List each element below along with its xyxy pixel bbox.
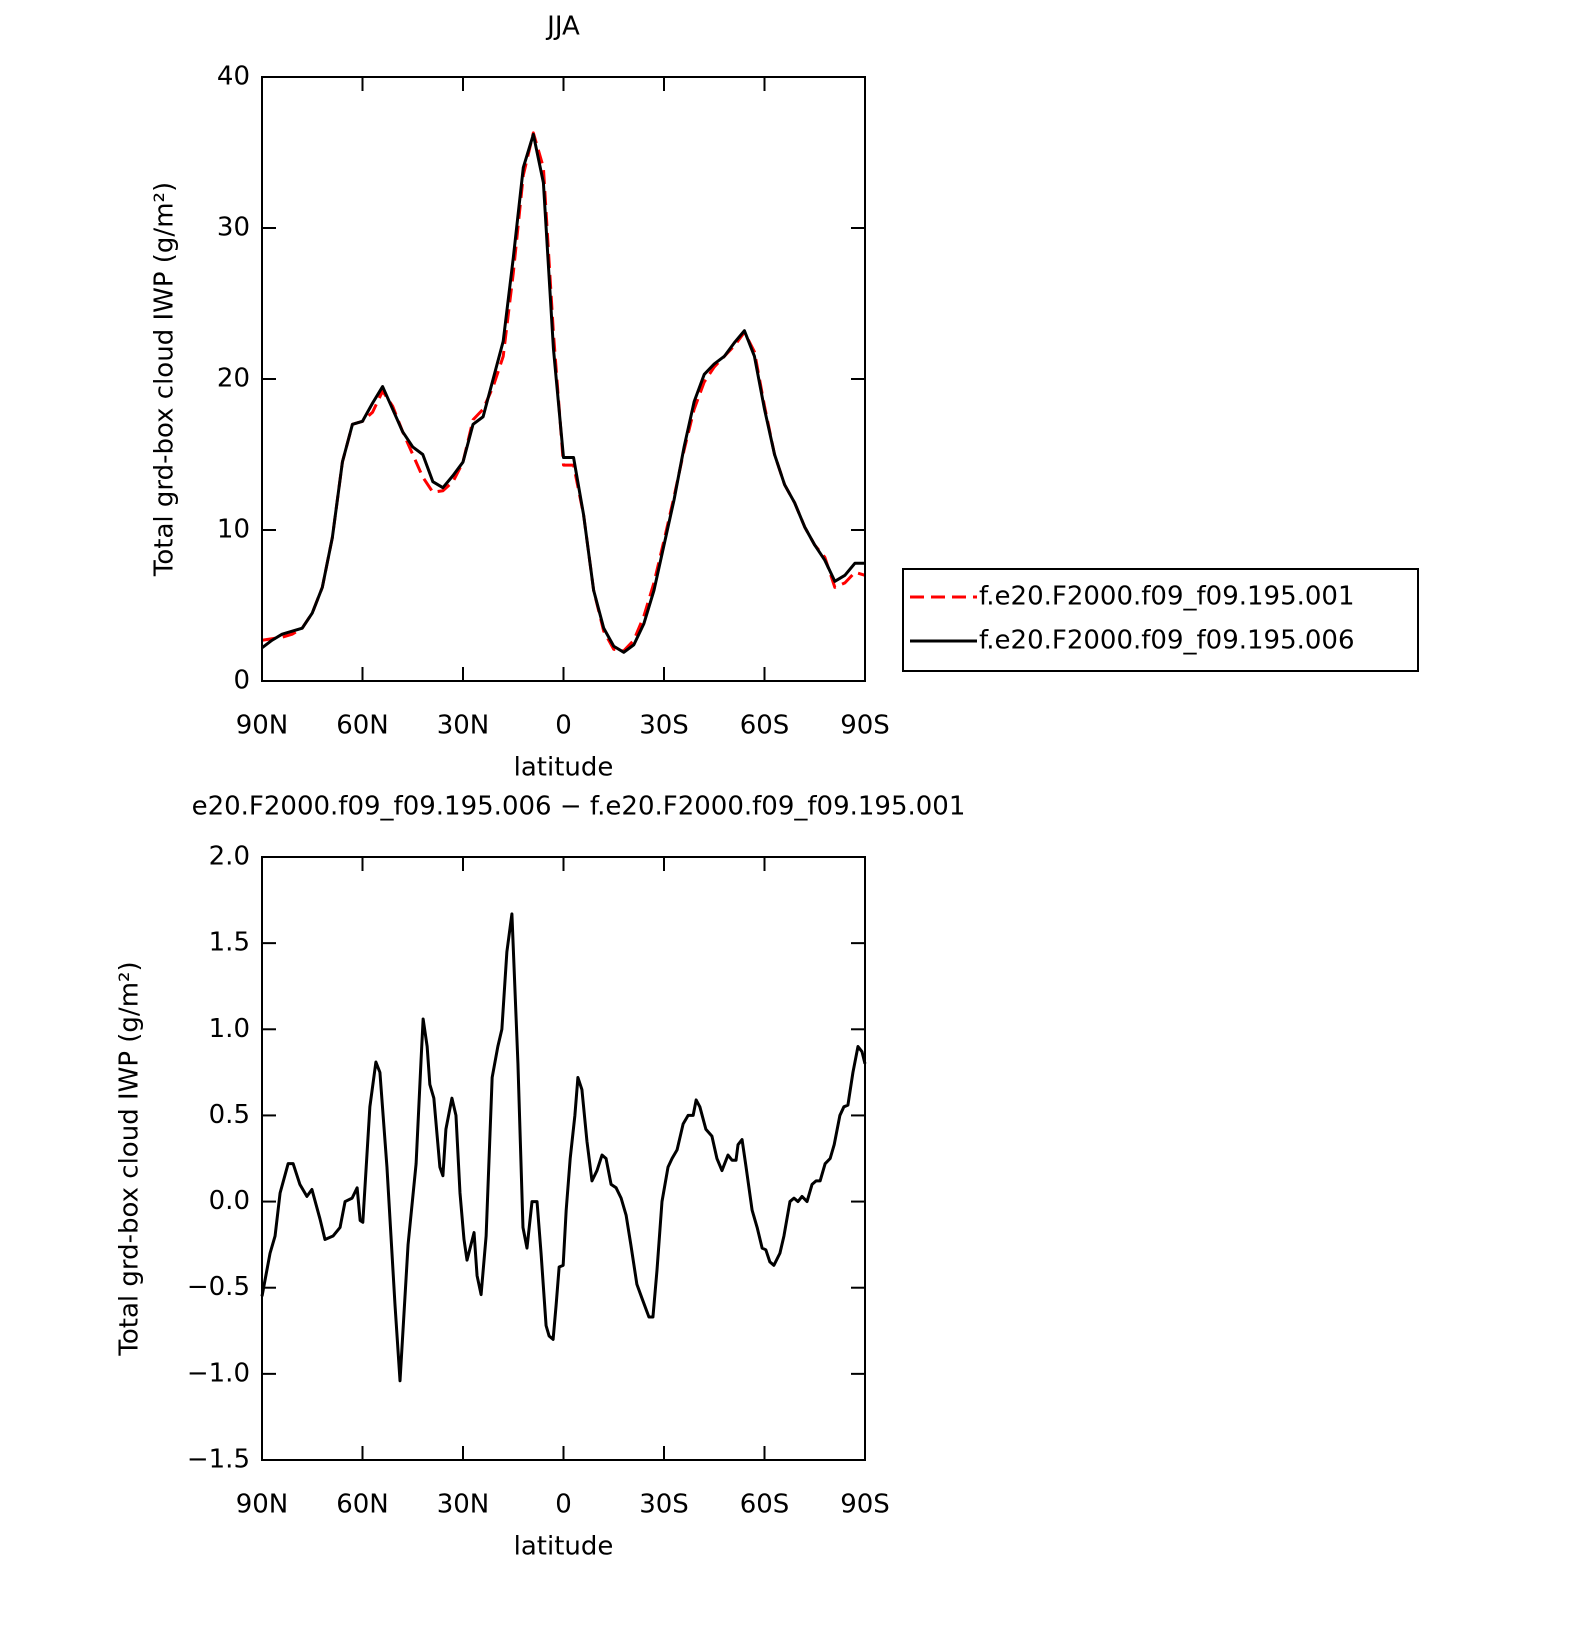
y-axis-label: Total grd-box cloud IWP (g/m²)	[150, 182, 180, 577]
x-tick-label: 60N	[336, 1490, 389, 1520]
legend-box	[902, 568, 1419, 672]
x-tick-label: 30S	[639, 1490, 689, 1520]
y-tick-label: 2.0	[209, 842, 250, 872]
x-tick-label: 30N	[437, 711, 490, 741]
x-tick-label: 90S	[840, 1490, 890, 1520]
x-tick-label: 60S	[740, 711, 790, 741]
y-tick-label: 0	[233, 666, 250, 696]
y-tick-label: −1.0	[187, 1358, 250, 1388]
data-line	[261, 131, 866, 653]
data-line	[261, 132, 865, 654]
y-axis-label: Total grd-box cloud IWP (g/m²)	[115, 961, 145, 1356]
y-tick-label: 10	[217, 515, 250, 545]
x-tick-label: 90S	[840, 711, 890, 741]
chart-title: JJA	[545, 12, 580, 42]
data-line	[260, 912, 867, 1383]
y-tick-label: 0.5	[209, 1100, 250, 1130]
x-tick-label: 90N	[236, 1490, 289, 1520]
x-tick-label: 0	[555, 711, 572, 741]
y-tick-label: 30	[217, 213, 250, 243]
x-axis-label: latitude	[514, 753, 614, 783]
chart-title: e20.F2000.f09_f09.195.006 − f.e20.F2000.…	[192, 792, 966, 822]
legend-label: f.e20.F2000.f09_f09.195.006	[979, 626, 1355, 656]
y-tick-label: 1.5	[209, 928, 250, 958]
x-tick-label: 30S	[639, 711, 689, 741]
x-axis-label: latitude	[514, 1532, 614, 1562]
y-tick-label: 20	[217, 364, 250, 394]
plot-frame	[261, 856, 866, 1461]
x-tick-label: 60N	[336, 711, 389, 741]
y-tick-label: −0.5	[187, 1272, 250, 1302]
x-tick-label: 0	[555, 1490, 572, 1520]
x-tick-label: 30N	[437, 1490, 490, 1520]
plot-frame	[261, 76, 866, 682]
y-tick-label: 0.0	[209, 1186, 250, 1216]
y-tick-label: 40	[217, 62, 250, 92]
legend-label: f.e20.F2000.f09_f09.195.001	[979, 582, 1355, 612]
x-tick-label: 90N	[236, 711, 289, 741]
y-tick-label: 1.0	[209, 1014, 250, 1044]
y-tick-label: −1.5	[187, 1445, 250, 1475]
x-tick-label: 60S	[740, 1490, 790, 1520]
